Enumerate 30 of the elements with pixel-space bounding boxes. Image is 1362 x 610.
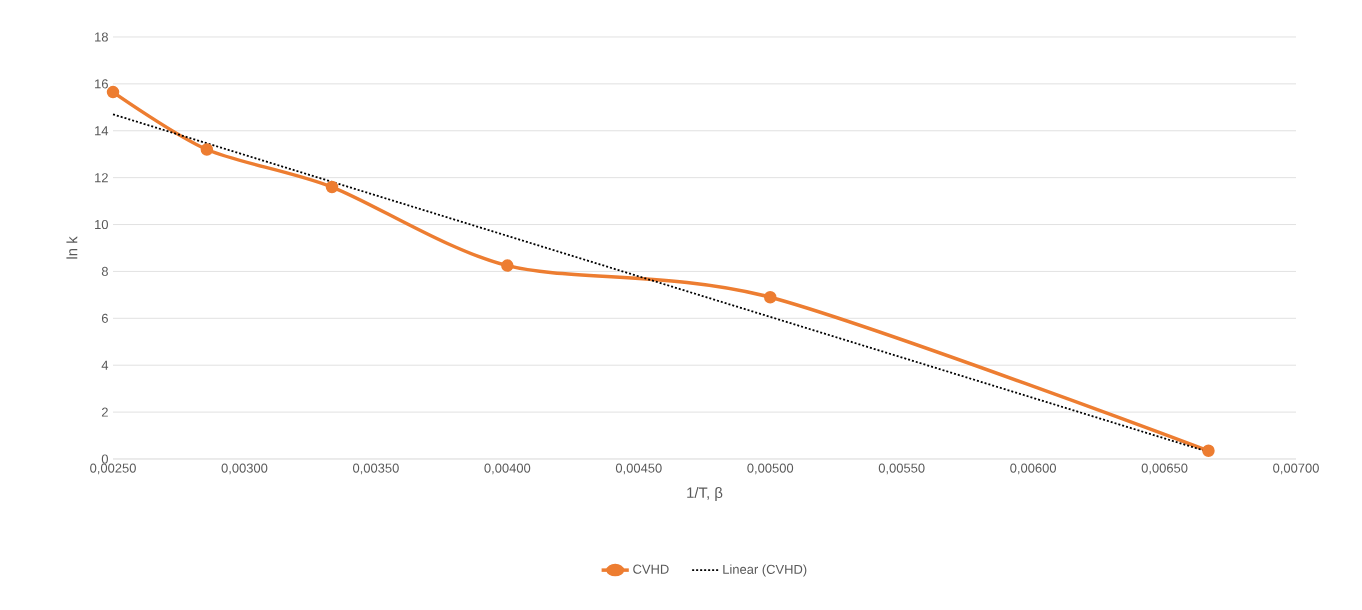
y-tick-label: 12 [95,173,108,183]
y-tick-label: 6 [101,313,108,323]
y-tick-label: 8 [101,266,108,277]
legend-label: Linear (CVHD) [723,564,807,577]
y-tick-label: 18 [95,32,108,42]
y-tick-label: 14 [95,126,109,136]
x-tick-label: 0,00500 [747,463,794,475]
point [763,290,777,304]
x-axis-title: 1/T, β [687,487,723,501]
x-tick-label: 0,00650 [1141,463,1188,475]
x-tick-label: 0,00250 [90,463,136,475]
point [501,259,514,272]
y-tick-label: 16 [95,79,108,89]
y-tick-label: 0 [101,454,108,464]
y-tick-label: 2 [101,407,108,417]
legend-label: CVHD [633,564,669,574]
x-tick-label: 0,00450 [615,463,662,475]
y-axis-title: ln k [66,236,78,259]
x-tick-label: 0,00300 [221,463,268,475]
point [1202,444,1215,458]
x-tick-label: 0,00400 [484,463,531,475]
point [106,85,120,99]
y-tick-label: 10 [95,219,108,230]
point [325,180,339,194]
x-tick-label: 0,00350 [352,463,399,475]
point [200,143,214,156]
y-tick-label: 4 [101,360,109,370]
x-tick-label: 0,00700 [1273,463,1319,475]
x-tick-label: 0,00600 [1010,463,1057,475]
x-tick-label: 0,00550 [878,463,925,475]
